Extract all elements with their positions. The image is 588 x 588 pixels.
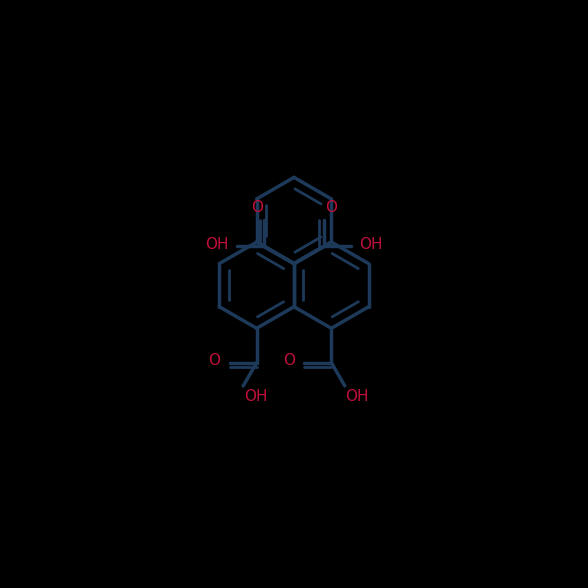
Text: O: O [208, 353, 220, 368]
Text: O: O [283, 353, 295, 368]
Text: OH: OH [205, 236, 229, 252]
Text: O: O [325, 200, 337, 215]
Text: OH: OH [359, 236, 383, 252]
Text: OH: OH [243, 389, 267, 404]
Text: OH: OH [345, 389, 369, 404]
Text: O: O [251, 200, 263, 215]
